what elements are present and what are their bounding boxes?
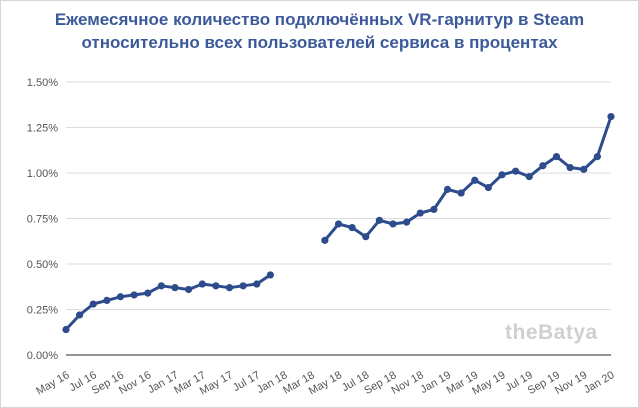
chart-title: Ежемесячное количество подключённых VR-г…	[0, 8, 639, 54]
y-tick-label: 0.50%	[27, 259, 58, 271]
data-point	[471, 176, 479, 184]
data-point	[498, 171, 506, 179]
y-tick-label: 0.00%	[27, 350, 58, 362]
y-tick-label: 1.00%	[27, 168, 58, 180]
x-tick-label: Nov 19	[553, 369, 589, 397]
data-point	[103, 296, 111, 304]
y-axis-ticks: 0.00% 0.25% 0.50% 0.75% 1.00% 1.25% 1.50%	[27, 77, 58, 362]
data-point	[512, 167, 520, 175]
series-points	[62, 112, 615, 334]
data-point	[525, 173, 533, 181]
series-line	[64, 273, 272, 331]
chart-title-line-1: Ежемесячное количество подключённых VR-г…	[54, 10, 585, 29]
y-tick-label: 1.25%	[27, 123, 58, 135]
data-point	[225, 284, 234, 292]
data-point	[321, 236, 329, 244]
y-tick-label: 0.75%	[27, 214, 58, 226]
y-tick-label: 1.50%	[27, 77, 58, 89]
series-line	[323, 115, 613, 242]
x-tick-label: Nov 18	[390, 369, 426, 397]
data-point	[416, 209, 424, 217]
data-point	[484, 183, 492, 192]
x-tick-label: Jan 20	[582, 369, 617, 396]
data-point	[375, 216, 383, 224]
chart-title-line-2: относительно всех пользователей сервиса …	[81, 33, 558, 52]
data-point	[362, 233, 370, 241]
gridlines	[66, 81, 611, 356]
data-point	[403, 218, 411, 226]
data-point	[157, 282, 165, 290]
data-point	[593, 153, 601, 161]
data-point	[130, 291, 138, 299]
data-point	[89, 300, 97, 308]
data-point	[580, 165, 588, 173]
data-point	[430, 205, 438, 213]
data-point	[253, 280, 261, 288]
data-point	[198, 280, 206, 288]
data-point	[457, 189, 465, 197]
data-point	[239, 282, 247, 290]
data-point	[334, 220, 343, 228]
data-point	[76, 311, 84, 319]
data-point	[185, 285, 193, 294]
data-point	[443, 185, 452, 193]
x-tick-label: May 16	[34, 369, 71, 397]
data-point	[348, 224, 356, 232]
data-point	[566, 163, 574, 172]
data-point	[144, 289, 152, 297]
watermark: theBatya	[505, 321, 598, 344]
data-point	[212, 282, 220, 290]
data-point	[607, 112, 615, 121]
data-point	[389, 220, 397, 228]
x-tick-label: Nov 16	[117, 369, 153, 397]
y-tick-label: 0.25%	[27, 305, 58, 317]
data-point	[62, 325, 70, 334]
series-lines	[64, 115, 613, 331]
data-point	[171, 284, 179, 292]
data-point	[266, 271, 274, 279]
data-point	[552, 153, 561, 161]
data-point	[116, 293, 125, 301]
data-point	[539, 162, 547, 170]
